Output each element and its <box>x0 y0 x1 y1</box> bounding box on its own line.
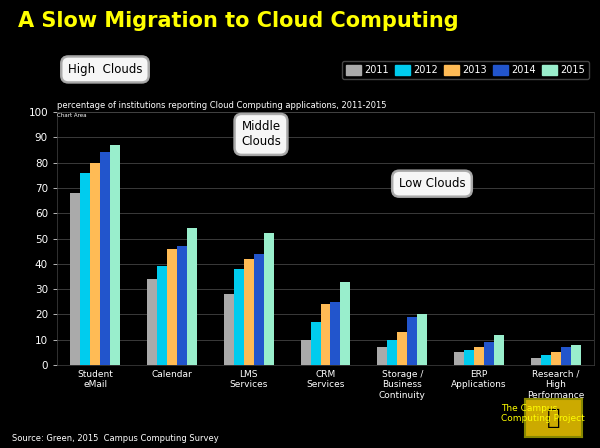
Bar <box>167 249 177 365</box>
Bar <box>234 269 244 365</box>
Bar <box>571 345 581 365</box>
Bar <box>340 282 350 365</box>
Bar <box>80 173 91 365</box>
Text: A Slow Migration to Cloud Computing: A Slow Migration to Cloud Computing <box>18 11 458 31</box>
Bar <box>484 342 494 365</box>
Text: 🎓: 🎓 <box>547 408 560 428</box>
Text: Source: Green, 2015  Campus Computing Survey: Source: Green, 2015 Campus Computing Sur… <box>12 434 219 443</box>
Bar <box>397 332 407 365</box>
Bar <box>331 302 340 365</box>
Bar <box>301 340 311 365</box>
Bar <box>551 353 560 365</box>
Bar <box>311 322 320 365</box>
Bar <box>417 314 427 365</box>
Text: Middle
Clouds: Middle Clouds <box>241 121 281 148</box>
Text: High  Clouds: High Clouds <box>68 63 142 76</box>
Bar <box>177 246 187 365</box>
Bar <box>244 259 254 365</box>
Bar <box>70 193 80 365</box>
Bar <box>91 163 100 365</box>
Text: The Campus
Computing Project: The Campus Computing Project <box>501 404 585 423</box>
Bar <box>187 228 197 365</box>
Bar <box>320 304 331 365</box>
Bar <box>474 347 484 365</box>
Bar <box>541 355 551 365</box>
Bar <box>494 335 504 365</box>
Bar <box>147 279 157 365</box>
Bar <box>264 233 274 365</box>
Text: Chart Area: Chart Area <box>57 113 86 118</box>
Bar <box>464 350 474 365</box>
Bar <box>224 294 234 365</box>
Bar <box>157 267 167 365</box>
Bar <box>110 145 120 365</box>
Bar <box>254 254 264 365</box>
Bar <box>387 340 397 365</box>
Bar <box>407 317 417 365</box>
Bar <box>560 347 571 365</box>
Bar <box>100 152 110 365</box>
Bar <box>377 347 387 365</box>
Legend: 2011, 2012, 2013, 2014, 2015: 2011, 2012, 2013, 2014, 2015 <box>342 61 589 79</box>
Bar <box>454 353 464 365</box>
Text: Low Clouds: Low Clouds <box>398 177 466 190</box>
Text: percentage of institutions reporting Cloud Computing applications, 2011-2015: percentage of institutions reporting Clo… <box>57 101 386 110</box>
Bar <box>531 358 541 365</box>
